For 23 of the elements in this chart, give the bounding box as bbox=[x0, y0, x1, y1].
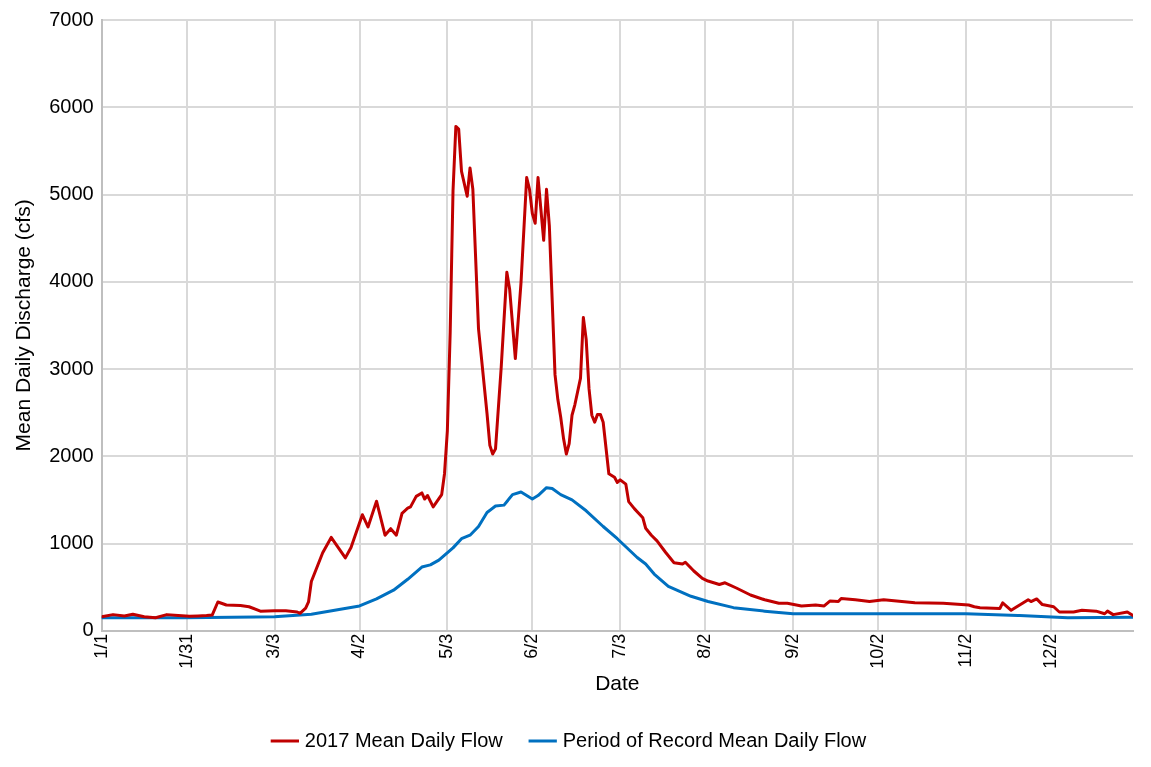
y-tick-label: 4000 bbox=[49, 269, 94, 292]
x-tick-label: 4/2 bbox=[348, 633, 369, 659]
y-tick-label: 2000 bbox=[49, 443, 94, 466]
x-tick-label: 5/3 bbox=[436, 633, 457, 659]
legend-label: Period of Record Mean Daily Flow bbox=[562, 728, 867, 751]
x-tick-label: 7/3 bbox=[609, 633, 630, 659]
y-tick-label: 3000 bbox=[49, 356, 94, 379]
x-axis-title: Date bbox=[595, 671, 640, 695]
x-tick-label: 3/3 bbox=[263, 633, 284, 659]
x-tick-label: 10/2 bbox=[866, 633, 887, 669]
x-tick-label: 8/2 bbox=[694, 633, 715, 659]
x-tick-label: 9/2 bbox=[781, 633, 802, 659]
y-tick-label: 1000 bbox=[49, 531, 94, 554]
x-tick-label: 1/31 bbox=[175, 633, 196, 669]
x-tick-label: 12/2 bbox=[1039, 633, 1060, 669]
legend-label: 2017 Mean Daily Flow bbox=[304, 728, 504, 751]
y-tick-label: 6000 bbox=[49, 94, 94, 117]
x-tick-label: 11/2 bbox=[954, 633, 975, 668]
y-tick-label: 0 bbox=[82, 618, 94, 641]
y-axis-title: Mean Daily Discharge (cfs) bbox=[11, 199, 35, 452]
y-tick-label: 5000 bbox=[49, 182, 94, 205]
x-tick-label: 6/2 bbox=[521, 633, 542, 659]
y-tick-label: 7000 bbox=[49, 7, 94, 30]
